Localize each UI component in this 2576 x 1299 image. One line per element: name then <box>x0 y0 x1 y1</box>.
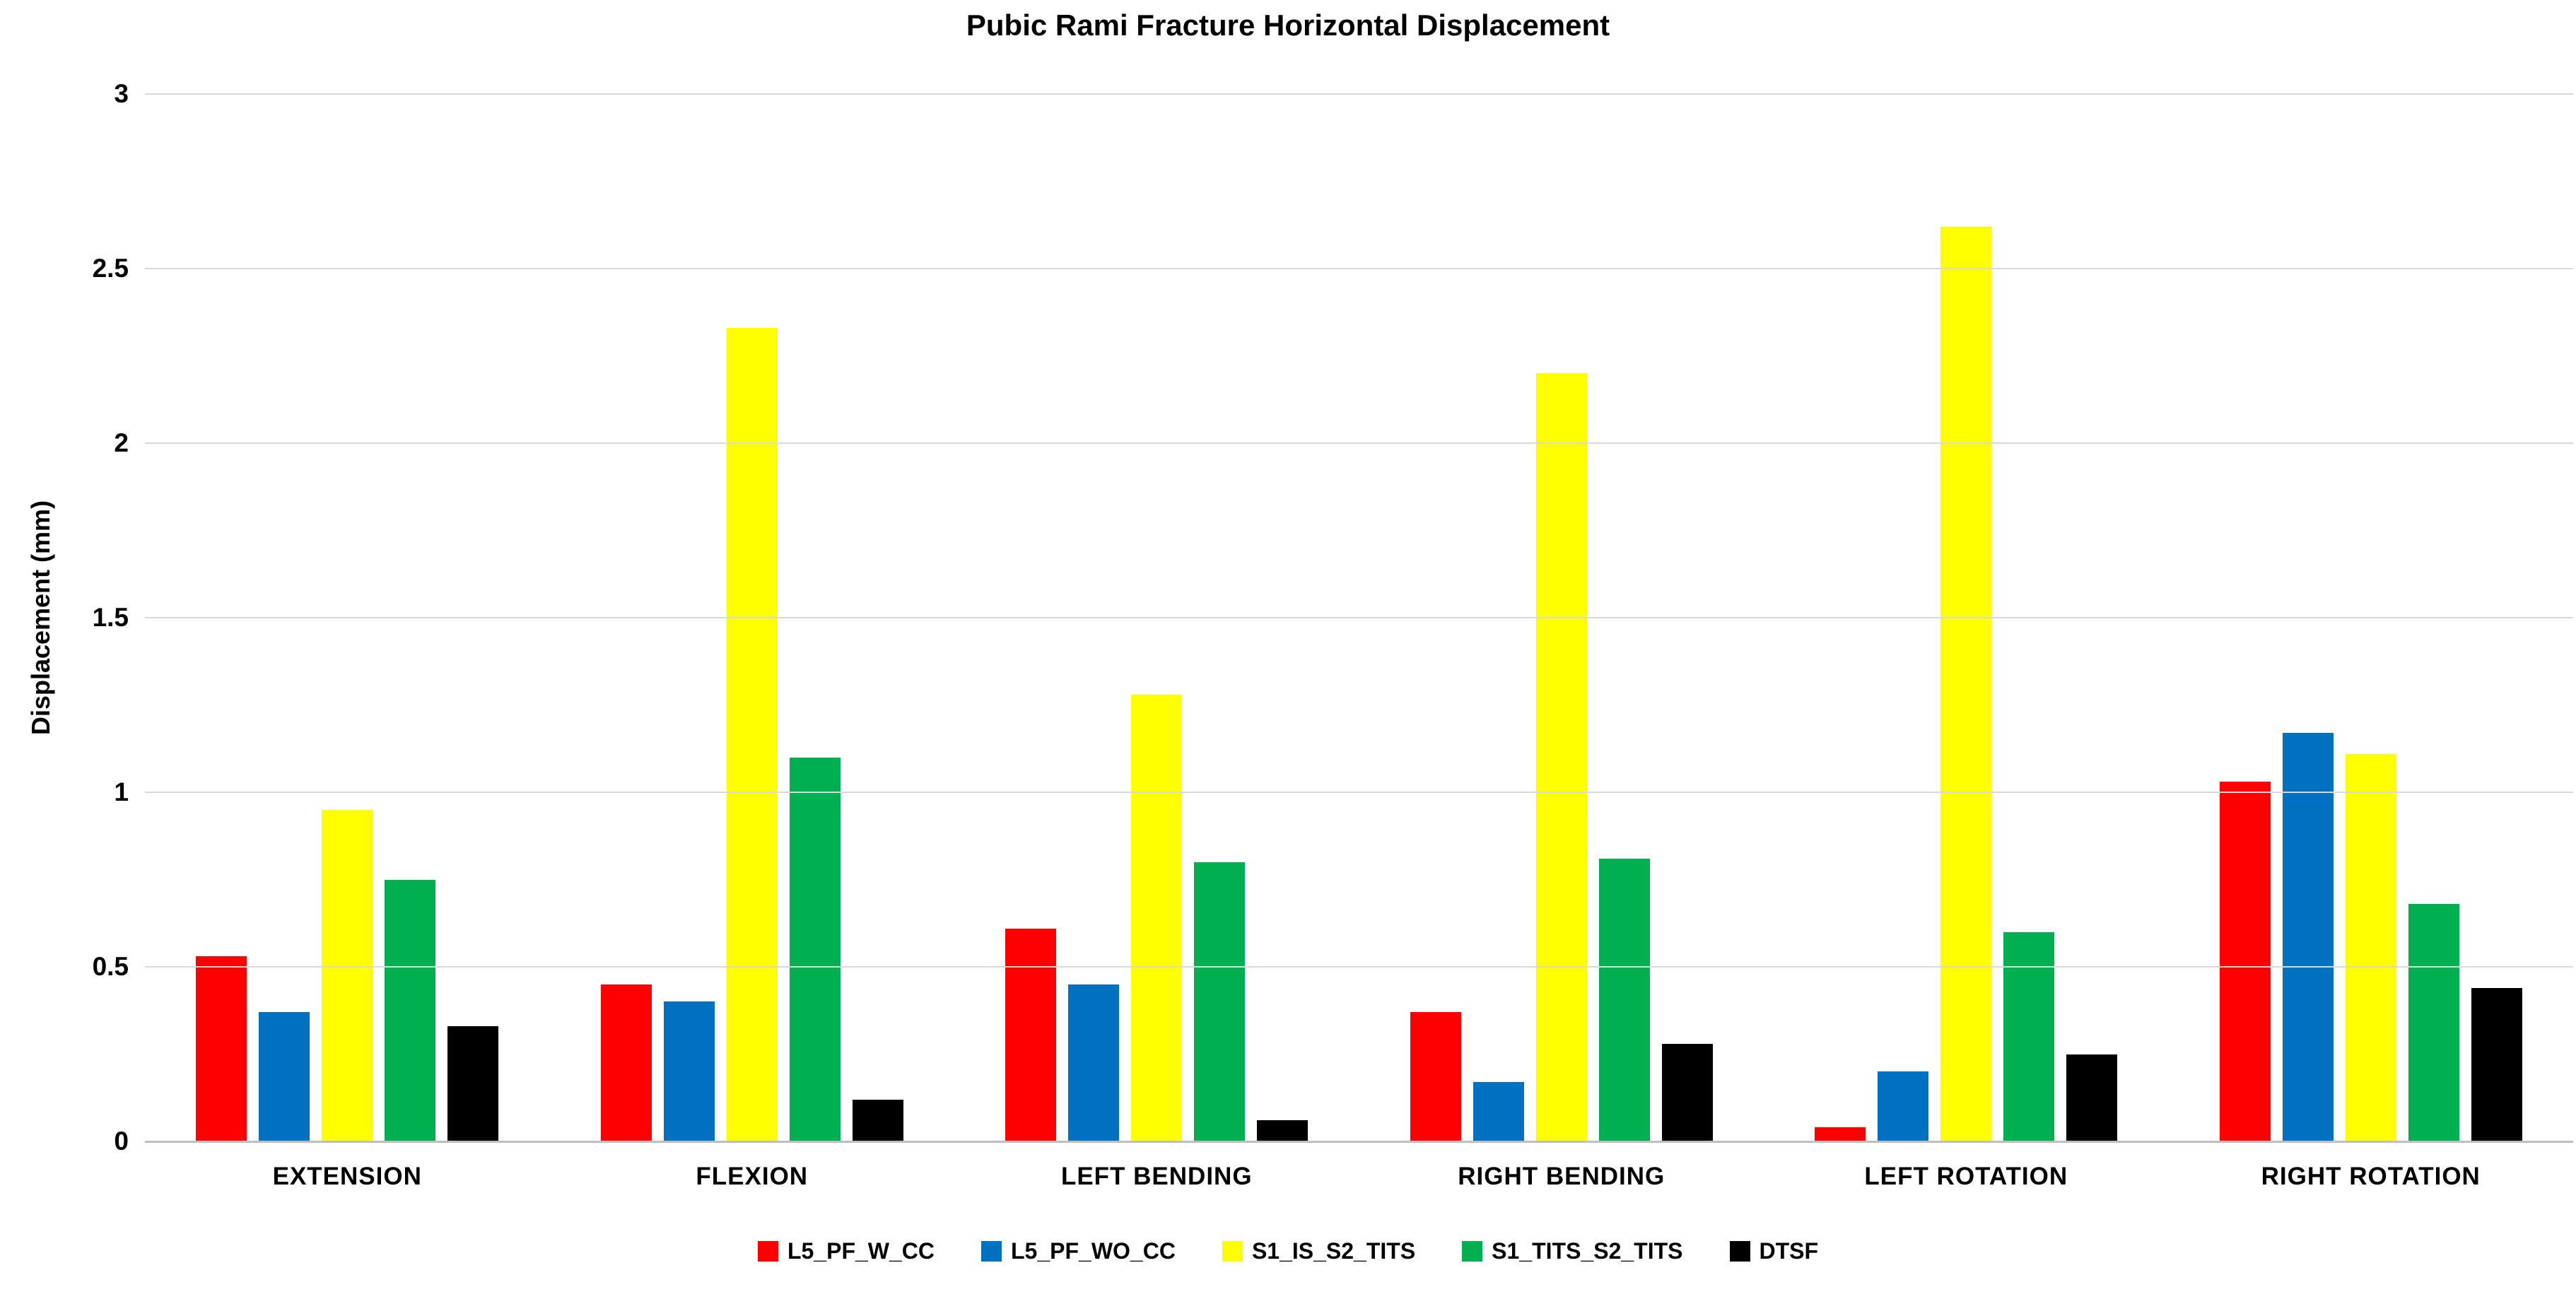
gridline <box>145 791 2573 793</box>
legend-swatch-icon <box>981 1241 1002 1262</box>
x-category-label: LEFT BENDING <box>1060 1163 1253 1190</box>
x-category-label: LEFT ROTATION <box>1864 1163 2068 1190</box>
bar-DTSF-extension <box>447 1025 499 1141</box>
y-axis-ticks: 0 0.5 1 1.5 2 2.5 3 <box>0 79 129 1156</box>
legend-swatch-icon <box>1462 1241 1483 1262</box>
bar-S1_TITS_S2_TITS-right-rotation <box>2408 904 2459 1141</box>
bar-L5_PF_WO_CC-extension <box>259 1012 310 1141</box>
legend-swatch-icon <box>757 1241 778 1262</box>
bar-DTSF-left-rotation <box>2066 1054 2118 1141</box>
gridline <box>145 442 2573 444</box>
bar-S1_TITS_S2_TITS-flexion <box>789 757 841 1141</box>
bar-L5_PF_WO_CC-right-rotation <box>2282 733 2334 1141</box>
y-tick-label: 1.5 <box>92 603 129 632</box>
gridline <box>145 267 2573 269</box>
x-axis-line <box>145 1141 2573 1143</box>
bar-DTSF-right-rotation <box>2471 987 2522 1141</box>
y-tick-label: 0 <box>114 1127 129 1156</box>
legend-item-DTSF: DTSF <box>1729 1238 1819 1264</box>
legend-label: S1_IS_S2_TITS <box>1251 1238 1416 1264</box>
y-tick-label: 1 <box>114 777 129 806</box>
bar-L5_PF_WO_CC-flexion <box>663 1001 715 1141</box>
bar-L5_PF_WO_CC-right-bending <box>1473 1082 1524 1141</box>
legend-label: S1_TITS_S2_TITS <box>1492 1238 1683 1264</box>
bar-S1_IS_S2_TITS-left-rotation <box>1940 226 1992 1141</box>
x-category-label: FLEXION <box>696 1163 809 1190</box>
y-tick-label: 3 <box>114 79 129 108</box>
bar-S1_TITS_S2_TITS-left-bending <box>1194 862 1246 1141</box>
legend-swatch-icon <box>1222 1241 1243 1262</box>
bar-S1_TITS_S2_TITS-left-rotation <box>2003 931 2055 1141</box>
bar-L5_PF_WO_CC-left-rotation <box>1878 1071 1929 1141</box>
x-category-label: RIGHT ROTATION <box>2261 1163 2481 1190</box>
plot-area <box>145 93 2573 1143</box>
bar-group-flexion <box>550 94 955 1141</box>
gridline <box>145 93 2573 95</box>
legend-item-S1_TITS_S2_TITS: S1_TITS_S2_TITS <box>1462 1238 1683 1264</box>
bar-S1_IS_S2_TITS-right-rotation <box>2345 753 2396 1141</box>
legend: L5_PF_W_CC L5_PF_WO_CC S1_IS_S2_TITS S1_TIT… <box>0 1238 2576 1264</box>
bar-L5_PF_W_CC-right-rotation <box>2219 782 2271 1141</box>
bar-DTSF-left-bending <box>1257 1120 1309 1141</box>
bar-S1_IS_S2_TITS-flexion <box>726 327 778 1141</box>
gridline <box>145 966 2573 968</box>
bar-DTSF-right-bending <box>1661 1043 1713 1141</box>
bar-group-left-rotation <box>1764 94 2169 1141</box>
bar-L5_PF_W_CC-left-rotation <box>1815 1127 1866 1141</box>
legend-label: L5_PF_WO_CC <box>1011 1238 1176 1264</box>
bar-group-extension <box>145 94 550 1141</box>
x-axis-labels: EXTENSION FLEXION LEFT BENDING RIGHT BENDIN… <box>145 1163 2573 1191</box>
bar-S1_IS_S2_TITS-right-bending <box>1535 373 1587 1141</box>
bar-group-right-rotation <box>2169 94 2574 1141</box>
gridline <box>145 617 2573 618</box>
x-category-label: EXTENSION <box>272 1163 422 1190</box>
bar-S1_TITS_S2_TITS-right-bending <box>1598 858 1650 1141</box>
bar-S1_IS_S2_TITS-left-bending <box>1131 694 1183 1141</box>
bar-L5_PF_W_CC-right-bending <box>1410 1012 1461 1141</box>
bar-S1_IS_S2_TITS-extension <box>322 809 373 1141</box>
bar-group-left-bending <box>954 94 1359 1141</box>
bar-L5_PF_WO_CC-left-bending <box>1068 984 1120 1141</box>
legend-item-L5_PF_W_CC: L5_PF_W_CC <box>757 1238 935 1264</box>
bar-L5_PF_W_CC-flexion <box>600 984 652 1141</box>
y-tick-label: 2.5 <box>92 254 129 283</box>
legend-item-S1_IS_S2_TITS: S1_IS_S2_TITS <box>1222 1238 1415 1264</box>
chart-title: Pubic Rami Fracture Horizontal Displacem… <box>966 8 1610 42</box>
bar-groups <box>145 94 2573 1141</box>
y-tick-label: 2 <box>114 428 129 457</box>
x-category-label: RIGHT BENDING <box>1458 1163 1665 1190</box>
legend-item-L5_PF_WO_CC: L5_PF_WO_CC <box>981 1238 1176 1264</box>
bar-L5_PF_W_CC-left-bending <box>1005 928 1057 1141</box>
bar-DTSF-flexion <box>852 1099 903 1141</box>
bar-L5_PF_W_CC-extension <box>196 956 247 1141</box>
legend-label: DTSF <box>1759 1238 1819 1264</box>
legend-label: L5_PF_W_CC <box>787 1238 935 1264</box>
bar-group-right-bending <box>1359 94 1764 1141</box>
y-tick-label: 0.5 <box>92 952 129 981</box>
bar-S1_TITS_S2_TITS-extension <box>385 879 436 1141</box>
legend-swatch-icon <box>1729 1241 1750 1262</box>
